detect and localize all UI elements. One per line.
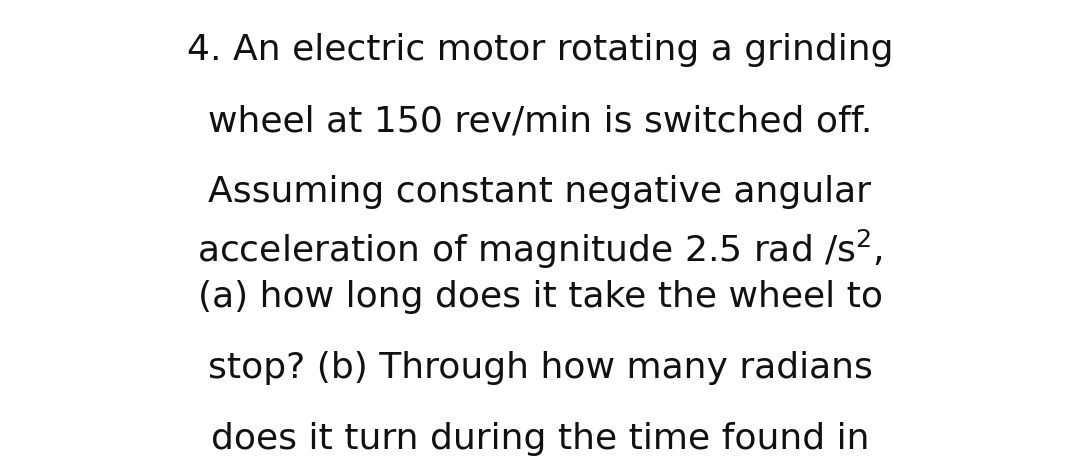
Text: (a) how long does it take the wheel to: (a) how long does it take the wheel to: [198, 280, 882, 314]
Text: does it turn during the time found in: does it turn during the time found in: [211, 422, 869, 456]
Text: wheel at 150 rev/min is switched off.: wheel at 150 rev/min is switched off.: [207, 104, 873, 138]
Text: Assuming constant negative angular: Assuming constant negative angular: [208, 175, 872, 210]
Text: acceleration of magnitude 2.5 rad /s$\mathregular{^2}$,: acceleration of magnitude 2.5 rad /s$\ma…: [197, 228, 883, 271]
Text: 4. An electric motor rotating a grinding: 4. An electric motor rotating a grinding: [187, 33, 893, 67]
Text: stop? (b) Through how many radians: stop? (b) Through how many radians: [207, 351, 873, 385]
